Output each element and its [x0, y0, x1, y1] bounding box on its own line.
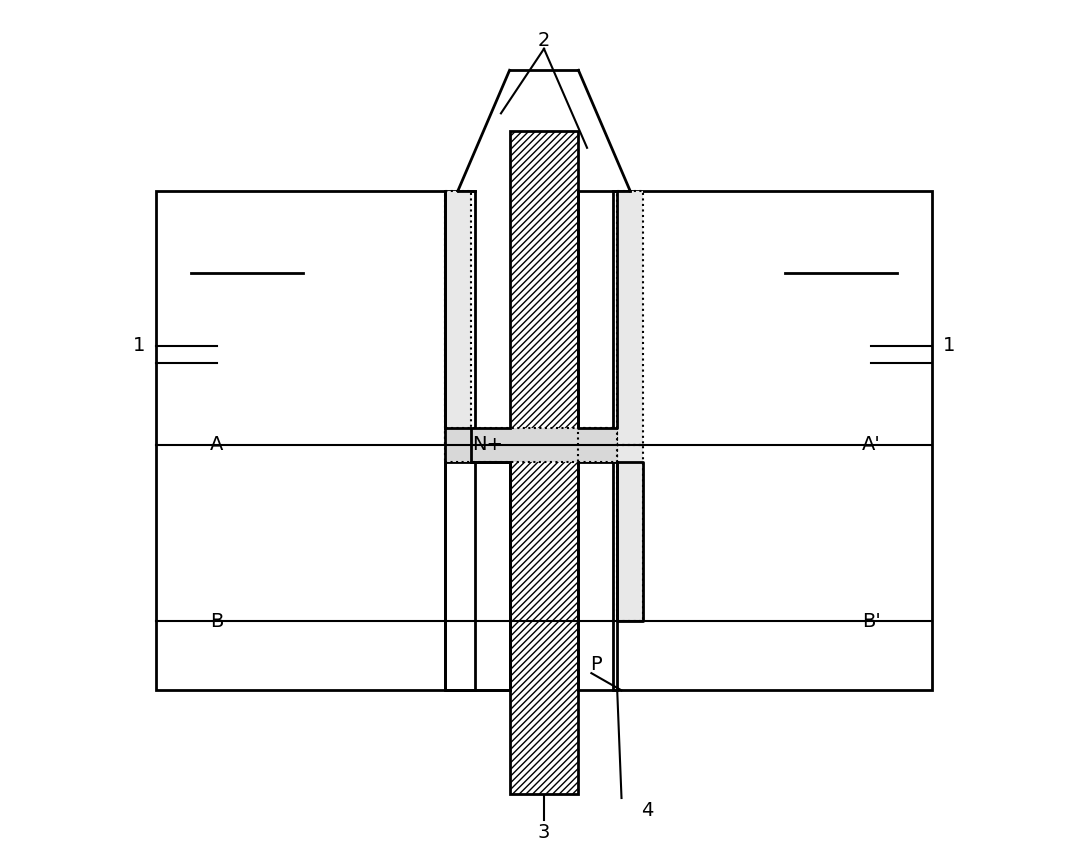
Text: 4: 4	[641, 802, 654, 821]
Bar	[445, 191, 471, 428]
Bar	[445, 191, 471, 445]
Text: 1: 1	[942, 336, 955, 355]
Bar	[579, 428, 617, 462]
Text: A: A	[210, 435, 223, 454]
Bar	[617, 191, 643, 445]
Text: N+: N+	[472, 435, 504, 454]
Text: 1: 1	[133, 336, 146, 355]
Bar	[509, 130, 579, 794]
Text: A': A'	[862, 435, 880, 454]
Bar	[445, 462, 509, 690]
Bar	[445, 428, 617, 462]
Text: P: P	[590, 655, 602, 674]
Bar	[617, 445, 643, 621]
Text: B': B'	[862, 612, 880, 631]
Text: 2: 2	[537, 30, 551, 49]
Bar	[579, 462, 617, 690]
Text: 3: 3	[537, 823, 551, 842]
Text: B: B	[210, 612, 223, 631]
